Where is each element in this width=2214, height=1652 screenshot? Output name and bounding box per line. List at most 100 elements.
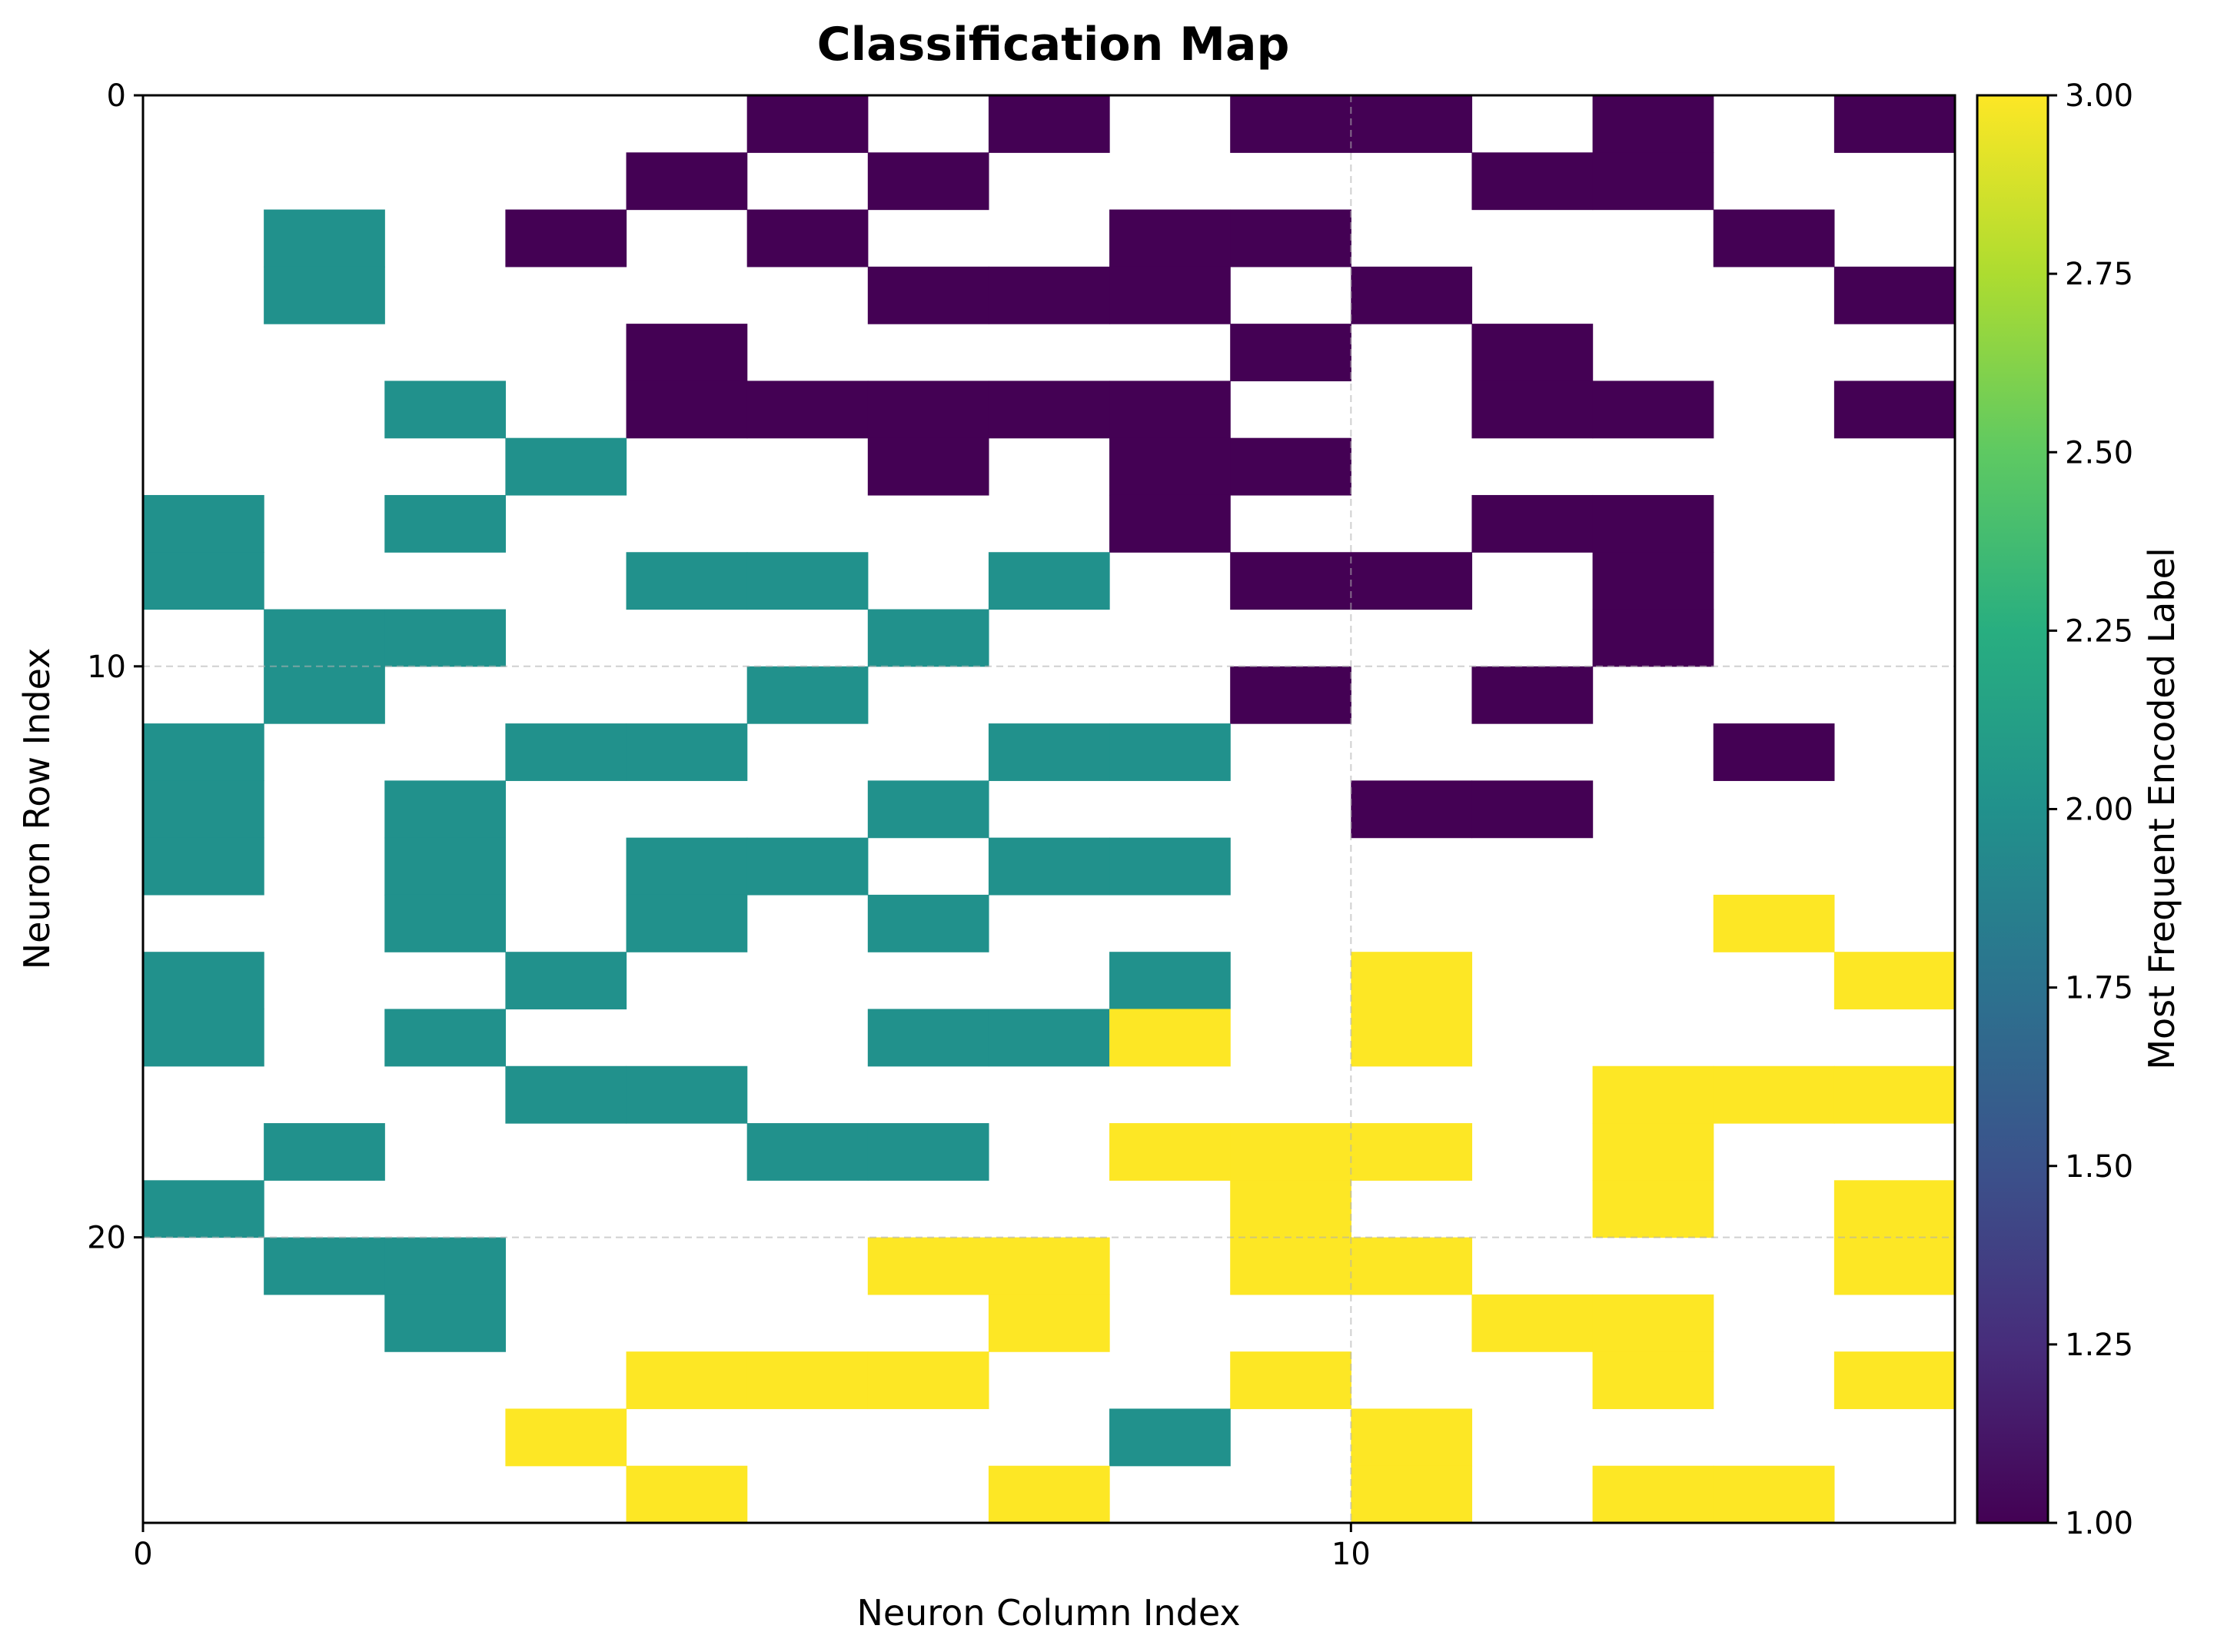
heatmap-cell-r8-c12 (1592, 552, 1714, 610)
heatmap-cell-r22-c5 (746, 1351, 869, 1410)
heatmap-cell-r14-c2 (384, 894, 506, 952)
heatmap-cell-r6-c6 (867, 437, 989, 496)
heatmap-cell-r8-c7 (988, 552, 1110, 610)
heatmap-cell-r22-c14 (1833, 1351, 1956, 1410)
heatmap-cell-r3-c6 (867, 266, 989, 324)
heatmap-cell-r16-c10 (1351, 1009, 1473, 1067)
heatmap-cell-r5-c11 (1471, 381, 1594, 439)
heatmap-cell-r16-c2 (384, 1009, 506, 1067)
heatmap-cell-r18-c8 (1109, 1123, 1231, 1181)
heatmap-cell-r12-c0 (143, 780, 264, 839)
heatmap-cell-r8-c5 (746, 552, 869, 610)
heatmap-cell-r16-c0 (143, 1009, 264, 1067)
heatmap-cell-r0-c12 (1592, 95, 1714, 153)
heatmap-cell-r21-c2 (384, 1294, 506, 1352)
heatmap-cell-r20-c10 (1351, 1237, 1473, 1295)
heatmap-cell-r8-c4 (626, 552, 748, 610)
heatmap-cell-r11-c8 (1109, 723, 1231, 781)
heatmap-cell-r2-c5 (746, 209, 869, 268)
heatmap-cell-r1-c4 (626, 152, 748, 211)
heatmap-cell-r0-c14 (1833, 95, 1956, 153)
heatmap-cell-r12-c2 (384, 780, 506, 839)
heatmap-cell-r6-c8 (1109, 437, 1231, 496)
heatmap-cell-r10-c1 (264, 666, 385, 724)
heatmap-cell-r3-c8 (1109, 266, 1231, 324)
y-axis-ticks: 0 10 20 (87, 78, 143, 1256)
heatmap-cell-r24-c12 (1592, 1465, 1714, 1524)
heatmap-cell-r20-c14 (1833, 1237, 1956, 1295)
heatmap-cell-r9-c12 (1592, 609, 1714, 667)
heatmap-cell-r18-c10 (1351, 1123, 1473, 1181)
colorbar-tick-label: 3.00 (2065, 78, 2133, 114)
colorbar-tick-label: 1.50 (2065, 1149, 2133, 1185)
colorbar-tick-label: 1.00 (2065, 1506, 2133, 1541)
x-axis-ticks: 0 10 (133, 1523, 1371, 1572)
heatmap-cell-r13-c4 (626, 837, 748, 896)
heatmap-cell-r5-c6 (867, 381, 989, 439)
heatmap-cell-r19-c0 (143, 1180, 264, 1238)
heatmap-cell-r8-c10 (1351, 552, 1473, 610)
y-tick-label: 20 (87, 1221, 126, 1256)
heatmap-cell-r17-c3 (505, 1065, 627, 1124)
heatmap-cell-r24-c7 (988, 1465, 1110, 1524)
heatmap-cell-r19-c12 (1592, 1180, 1714, 1238)
heatmap-cell-r24-c10 (1351, 1465, 1473, 1524)
heatmap-cell-r2-c13 (1713, 209, 1835, 268)
heatmap-cell-r17-c13 (1713, 1065, 1835, 1124)
colorbar-tick-label: 2.25 (2065, 613, 2133, 649)
heatmap-cell-r23-c3 (505, 1408, 627, 1467)
heatmap-cell-r13-c7 (988, 837, 1110, 896)
heatmap-cell-r20-c1 (264, 1237, 385, 1295)
heatmap-cell-r15-c10 (1351, 952, 1473, 1010)
heatmap-cell-r11-c4 (626, 723, 748, 781)
grid-lines (143, 95, 1955, 1523)
heatmap-cell-r15-c3 (505, 952, 627, 1010)
y-tick-label: 10 (87, 650, 126, 685)
heatmap-cell-r3-c1 (264, 266, 385, 324)
heatmap-cell-r2-c3 (505, 209, 627, 268)
heatmap-cell-r17-c12 (1592, 1065, 1714, 1124)
heatmap-cell-r17-c14 (1833, 1065, 1956, 1124)
heatmap-cell-r14-c13 (1713, 894, 1835, 952)
heatmap-cell-r8-c0 (143, 552, 264, 610)
heatmap-cell-r12-c6 (867, 780, 989, 839)
heatmap-cell-r13-c5 (746, 837, 869, 896)
heatmap-cell-r10-c9 (1230, 666, 1351, 724)
heatmap-cell-r16-c7 (988, 1009, 1110, 1067)
heatmap-cell-r11-c0 (143, 723, 264, 781)
heatmap-cell-r7-c12 (1592, 494, 1714, 553)
heatmap-cell-r7-c2 (384, 494, 506, 553)
heatmap-cell-r14-c6 (867, 894, 989, 952)
colorbar-label: Most Frequent Encoded Label (2141, 547, 2182, 1069)
heatmap-cell-r16-c6 (867, 1009, 989, 1067)
heatmap-cell-r20-c2 (384, 1237, 506, 1295)
heatmap-cell-r18-c12 (1592, 1123, 1714, 1181)
heatmap-cell-r10-c5 (746, 666, 869, 724)
colorbar-tick-label: 2.00 (2065, 793, 2133, 828)
colorbar-tick-label: 1.25 (2065, 1328, 2133, 1363)
heatmap-cell-r9-c1 (264, 609, 385, 667)
colorbar (1976, 94, 2049, 1524)
heatmap-cell-r24-c13 (1713, 1465, 1835, 1524)
plot-frame (141, 94, 1956, 1524)
heatmap-cell-r4-c9 (1230, 324, 1351, 381)
y-tick-label: 0 (107, 78, 126, 114)
heatmap-cell-r2-c1 (264, 209, 385, 268)
heatmap-cell-r0-c9 (1230, 95, 1351, 153)
heatmap-cell-r14-c4 (626, 894, 748, 952)
colorbar-tick-label: 1.75 (2065, 971, 2133, 1006)
heatmap-cell-r24-c4 (626, 1465, 748, 1524)
heatmap-cell-r0-c7 (988, 95, 1110, 153)
heatmap-cell-r5-c14 (1833, 381, 1956, 439)
heatmap-cell-r0-c10 (1351, 95, 1473, 153)
heatmap-cell-r21-c7 (988, 1294, 1110, 1352)
x-tick-label: 0 (133, 1537, 152, 1572)
heatmap-cell-r5-c8 (1109, 381, 1231, 439)
heatmap-cell-r12-c10 (1351, 780, 1473, 839)
heatmap-cell-r11-c7 (988, 723, 1110, 781)
heatmap-cell-r3-c10 (1351, 266, 1473, 324)
colorbar-ticks: 1.00 1.25 1.50 1.75 2.00 2.25 2.50 2.75 3.00 (2048, 78, 2133, 1541)
heatmap-cell-r7-c11 (1471, 494, 1594, 553)
heatmap-cell-r19-c14 (1833, 1180, 1956, 1238)
heatmap-cell-r16-c8 (1109, 1009, 1231, 1067)
